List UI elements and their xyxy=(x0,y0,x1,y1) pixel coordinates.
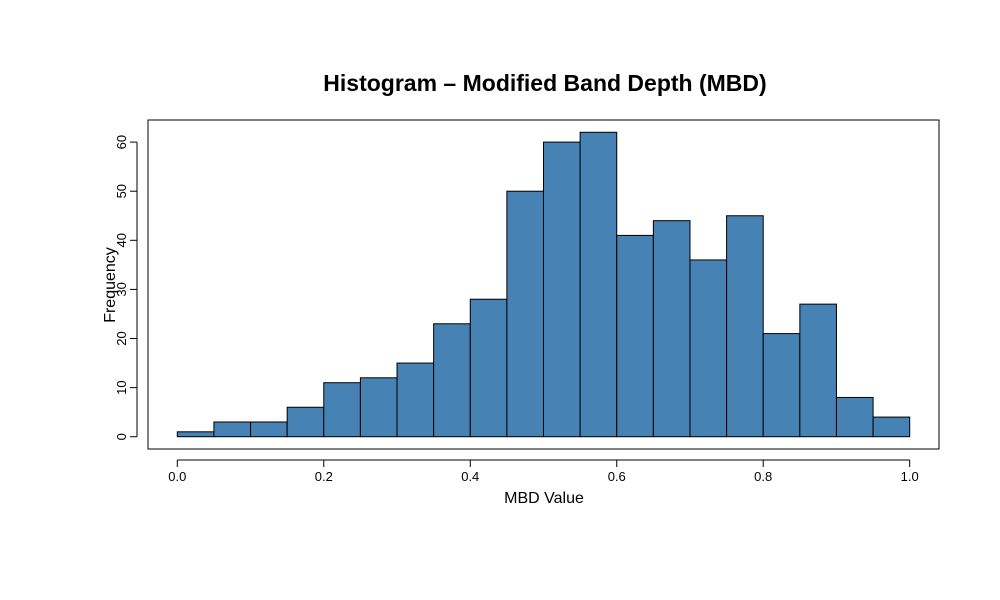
histogram-bar xyxy=(579,131,618,438)
histogram-bar xyxy=(286,406,325,438)
bars-group xyxy=(176,131,911,438)
histogram-bar xyxy=(872,416,911,438)
y-tick-label: 20 xyxy=(114,331,129,345)
x-tick-label: 0.4 xyxy=(461,469,479,484)
histogram-bar xyxy=(543,141,581,438)
y-tick-label: 0 xyxy=(114,433,129,440)
y-tick-label: 30 xyxy=(114,282,129,296)
histogram-bar xyxy=(616,234,654,438)
y-tick-label: 40 xyxy=(114,233,129,247)
x-axis-label: MBD Value xyxy=(504,490,584,507)
y-tick-label: 10 xyxy=(114,380,129,394)
histogram-bar xyxy=(323,382,361,438)
histogram-bar xyxy=(213,421,252,438)
histogram-bar xyxy=(689,259,728,438)
y-tick-label: 50 xyxy=(114,184,129,198)
y-axis-label: Frequency xyxy=(102,247,119,323)
y-axis: 0 10 20 30 40 50 60 xyxy=(114,135,138,440)
x-tick-label: 0.2 xyxy=(315,469,333,484)
x-tick-label: 1.0 xyxy=(901,469,919,484)
x-tick-label: 0.0 xyxy=(168,469,186,484)
histogram-bar xyxy=(433,323,471,438)
histogram-bar xyxy=(835,396,874,438)
histogram-bar xyxy=(250,421,288,438)
chart-title: Histogram – Modified Band Depth (MBD) xyxy=(323,70,766,96)
histogram-bar xyxy=(396,362,435,438)
histogram-bar xyxy=(176,431,215,438)
histogram-bar xyxy=(799,303,837,438)
histogram-bar xyxy=(726,215,764,438)
histogram-bar xyxy=(652,220,691,438)
plot-frame xyxy=(147,119,940,450)
histogram-bar xyxy=(762,333,801,438)
histogram-bar xyxy=(469,298,508,438)
histogram-bar xyxy=(506,190,545,438)
x-tick-label: 0.6 xyxy=(608,469,626,484)
y-tick-label: 60 xyxy=(114,135,129,149)
x-tick-label: 0.8 xyxy=(754,469,772,484)
x-axis: 0.0 0.2 0.4 0.6 0.8 1.0 xyxy=(168,459,919,484)
histogram-bar xyxy=(359,377,398,438)
